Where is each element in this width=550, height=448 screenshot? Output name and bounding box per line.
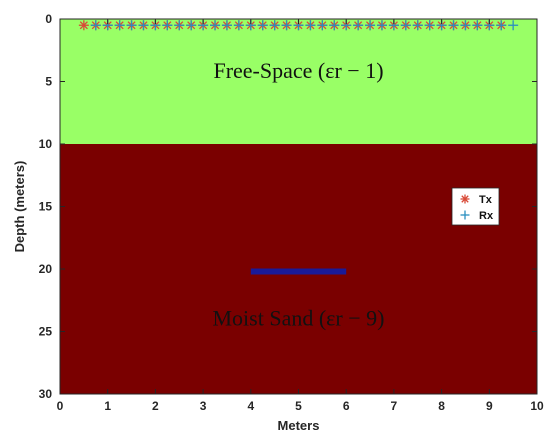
rx-marker-18 [305,20,316,31]
x-tick-label-5: 5 [295,399,302,413]
tx-marker-0 [78,20,89,31]
legend-marker-rx [460,210,470,220]
x-tick-label-6: 6 [343,399,350,413]
legend-marker-tx [460,194,470,204]
region-free-space [60,19,537,144]
x-tick-label-2: 2 [152,399,159,413]
x-tick-label-10: 10 [530,399,544,413]
rx-marker-8 [186,20,197,31]
y-tick-label-25: 25 [39,325,53,339]
rx-marker-28 [424,20,435,31]
legend-label-tx: Tx [479,194,493,206]
rx-marker-32 [472,20,483,31]
rx-marker-20 [329,20,340,31]
legend-label-rx: Rx [479,210,494,222]
rx-marker-14 [257,20,268,31]
region-label-moist-sand: Moist Sand (εr − 9) [213,305,385,330]
rx-marker-34 [496,20,507,31]
x-tick-label-4: 4 [247,399,254,413]
rx-marker-24 [376,20,387,31]
buried-target [250,268,347,275]
x-tick-label-0: 0 [57,399,64,413]
rx-marker-2 [114,20,125,31]
y-tick-label-10: 10 [39,137,53,151]
rx-marker-30 [448,20,459,31]
x-tick-label-1: 1 [104,399,111,413]
y-axis-title: Depth (meters) [12,161,27,253]
rx-marker-12 [233,20,244,31]
y-tick-label-20: 20 [39,262,53,276]
rx-marker-27 [412,20,423,31]
rx-marker-11 [221,20,232,31]
rx-marker-23 [365,20,376,31]
x-axis-title: Meters [278,418,320,433]
rx-marker-4 [138,20,149,31]
rx-marker-31 [460,20,471,31]
rx-marker-7 [174,20,185,31]
legend-box [451,187,500,226]
x-tick-label-7: 7 [391,399,398,413]
region-label-free-space: Free-Space (εr − 1) [213,58,383,83]
rx-marker-35 [508,20,519,31]
rx-marker-15 [269,20,280,31]
y-tick-label-30: 30 [39,387,53,401]
y-tick-label-0: 0 [45,12,52,26]
rx-marker-22 [353,20,364,31]
x-tick-label-3: 3 [200,399,207,413]
x-tick-label-8: 8 [438,399,445,413]
rx-marker-10 [210,20,221,31]
axes-layer: 0 1 2 3 4 5 6 7 8 9 10 0 5 10 15 20 25 30 [39,12,544,413]
rx-marker-0 [90,20,101,31]
rx-marker-26 [400,20,411,31]
rx-marker-19 [317,20,328,31]
rx-marker-6 [162,20,173,31]
y-tick-label-15: 15 [39,200,53,214]
region-labels-layer: Free-Space (εr − 1) Moist Sand (εr − 9) [213,58,385,331]
legend: Tx Rx [451,187,500,226]
target-layer [250,268,347,275]
rx-marker-16 [281,20,292,31]
rx-marker-3 [126,20,137,31]
x-tick-label-9: 9 [486,399,493,413]
y-tick-label-5: 5 [45,75,52,89]
markers-layer [78,20,519,31]
